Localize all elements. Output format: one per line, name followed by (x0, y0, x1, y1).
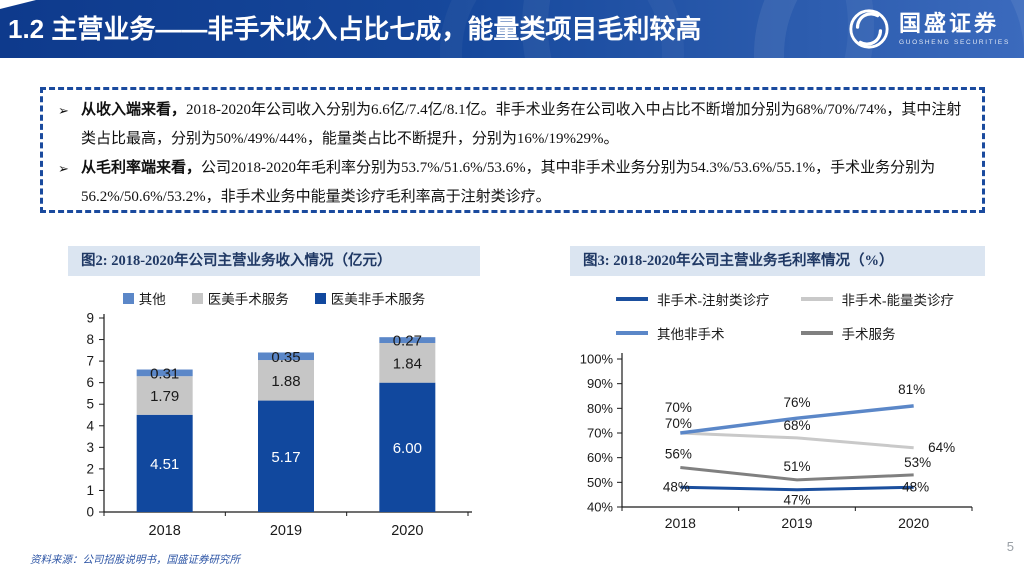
legend-item: 其他非手术 (616, 323, 801, 343)
legend-swatch-icon (122, 292, 134, 304)
arrow-bullet-icon: ➢ (58, 103, 69, 118)
legend-item: 其他 (122, 288, 166, 308)
svg-text:2019: 2019 (270, 523, 302, 539)
brand-logo: 国盛证券 GUOSHENG SECURITIES (848, 8, 1010, 50)
summary-box: ➢ 从收入端来看，2018-2020年公司收入分别为6.6亿/7.4亿/8.1亿。… (40, 87, 985, 213)
legend-item: 医美手术服务 (191, 288, 289, 308)
legend-line-swatch-icon (616, 331, 648, 335)
bullet-text: 2018-2020年公司收入分别为6.6亿/7.4亿/8.1亿。非手术业务在公司… (81, 102, 962, 147)
svg-text:81%: 81% (898, 382, 925, 397)
legend-line-swatch-icon (800, 297, 833, 301)
legend-swatch-icon (314, 292, 326, 304)
brand-logo-icon (849, 9, 889, 49)
svg-text:7: 7 (86, 354, 94, 369)
header-corner-cut (0, 0, 36, 9)
gross-margin-line-chart: 40% 50% 60% 70% 80% 90% 100% 2018 2019 2020 48% 47%… (580, 352, 973, 531)
svg-text:76%: 76% (783, 395, 810, 410)
svg-text:48%: 48% (663, 479, 690, 494)
svg-text:70%: 70% (665, 400, 692, 415)
svg-text:64%: 64% (928, 440, 955, 455)
svg-text:0: 0 (86, 505, 94, 520)
page-title: 1.2 主营业务——非手术收入占比七成，能量类项目毛利较高 (8, 14, 702, 44)
legend-label: 非手术-注射类诊疗 (657, 293, 770, 308)
svg-text:0.35: 0.35 (271, 349, 300, 366)
figure3-panel: 图3: 2018-2020年公司主营业务毛利率情况（%） 非手术-注射类诊疗 非手… (570, 246, 985, 547)
svg-text:80%: 80% (587, 401, 613, 416)
legend-label: 医美非手术服务 (330, 292, 426, 307)
svg-text:4.51: 4.51 (150, 456, 179, 473)
brand-name: 国盛证券 (898, 11, 999, 37)
svg-text:2020: 2020 (898, 515, 929, 531)
svg-text:51%: 51% (783, 459, 810, 474)
legend-item: 医美非手术服务 (314, 288, 426, 308)
svg-text:56%: 56% (665, 447, 692, 462)
svg-text:0.27: 0.27 (393, 333, 422, 350)
legend-label: 其他非手术 (657, 327, 725, 342)
svg-text:70%: 70% (587, 426, 613, 441)
svg-text:6.00: 6.00 (393, 440, 422, 457)
svg-text:2020: 2020 (391, 523, 423, 539)
bullet-text: 公司2018-2020年毛利率分别为53.7%/51.6%/53.6%，其中非手… (81, 160, 936, 205)
svg-text:53%: 53% (904, 455, 931, 470)
svg-text:48%: 48% (902, 479, 929, 494)
svg-text:2018: 2018 (665, 515, 696, 531)
figure2-title: 图2: 2018-2020年公司主营业务收入情况（亿元） (68, 246, 480, 276)
svg-text:9: 9 (86, 311, 94, 326)
svg-text:5.17: 5.17 (271, 449, 300, 466)
svg-text:100%: 100% (580, 352, 614, 367)
figure3-legend: 非手术-注射类诊疗 非手术-能量类诊疗其他非手术 手术服务 (616, 289, 985, 343)
legend-line-swatch-icon (616, 297, 648, 301)
svg-text:40%: 40% (587, 500, 613, 515)
legend-label: 非手术-能量类诊疗 (841, 293, 955, 308)
svg-text:2: 2 (86, 461, 94, 476)
legend-label: 手术服务 (841, 327, 896, 342)
legend-item: 非手术-注射类诊疗 (616, 289, 801, 309)
legend-item: 手术服务 (800, 323, 986, 343)
svg-text:70%: 70% (665, 416, 692, 431)
arrow-bullet-icon: ➢ (58, 161, 69, 176)
svg-text:50%: 50% (587, 475, 613, 490)
svg-text:47%: 47% (783, 493, 810, 508)
svg-text:8: 8 (86, 332, 94, 347)
legend-label: 其他 (138, 292, 166, 307)
legend-swatch-icon (191, 292, 203, 304)
bullet-item: ➢ 从毛利率端来看，公司2018-2020年毛利率分别为53.7%/51.6%/5… (57, 154, 964, 212)
header-bar: 1.2 主营业务——非手术收入占比七成，能量类项目毛利较高 国盛证券 GUOSH… (0, 0, 1024, 58)
revenue-stacked-bar-chart: 0 1 2 3 4 5 6 7 8 9 2018 4.51 1.79 0.31 2019 5.17 1.88 0.… (86, 311, 472, 539)
legend-item: 非手术-能量类诊疗 (800, 289, 986, 309)
bullet-lead: 从收入端来看， (81, 102, 187, 118)
brand-subtitle: GUOSHENG SECURITIES (898, 38, 1010, 46)
legend-line-swatch-icon (800, 331, 833, 335)
brand-text: 国盛证券 GUOSHENG SECURITIES (899, 12, 1010, 45)
svg-text:1: 1 (86, 483, 94, 498)
svg-text:0.31: 0.31 (150, 365, 179, 382)
svg-text:2019: 2019 (781, 515, 812, 531)
svg-text:68%: 68% (783, 418, 810, 433)
svg-text:6: 6 (86, 375, 94, 390)
bullet-item: ➢ 从收入端来看，2018-2020年公司收入分别为6.6亿/7.4亿/8.1亿。… (57, 96, 964, 154)
source-note: 资料来源：公司招股说明书，国盛证券研究所 (30, 555, 240, 566)
svg-text:3: 3 (86, 440, 94, 455)
bullet-lead: 从毛利率端来看， (81, 160, 202, 176)
svg-text:1.88: 1.88 (271, 373, 300, 390)
svg-text:1.79: 1.79 (150, 388, 179, 405)
figure2-legend: 其他 医美手术服务 医美非手术服务 (68, 288, 480, 308)
svg-text:60%: 60% (587, 450, 613, 465)
svg-text:1.84: 1.84 (393, 355, 422, 372)
svg-text:5: 5 (86, 397, 94, 412)
legend-label: 医美手术服务 (207, 292, 289, 307)
figure2-panel: 图2: 2018-2020年公司主营业务收入情况（亿元） 其他 医美手术服务 医美非… (68, 246, 480, 556)
page-number: 5 (1006, 539, 1014, 554)
svg-text:90%: 90% (587, 376, 613, 391)
svg-text:4: 4 (86, 418, 94, 433)
svg-text:2018: 2018 (149, 523, 181, 539)
figure3-title: 图3: 2018-2020年公司主营业务毛利率情况（%） (570, 246, 985, 276)
